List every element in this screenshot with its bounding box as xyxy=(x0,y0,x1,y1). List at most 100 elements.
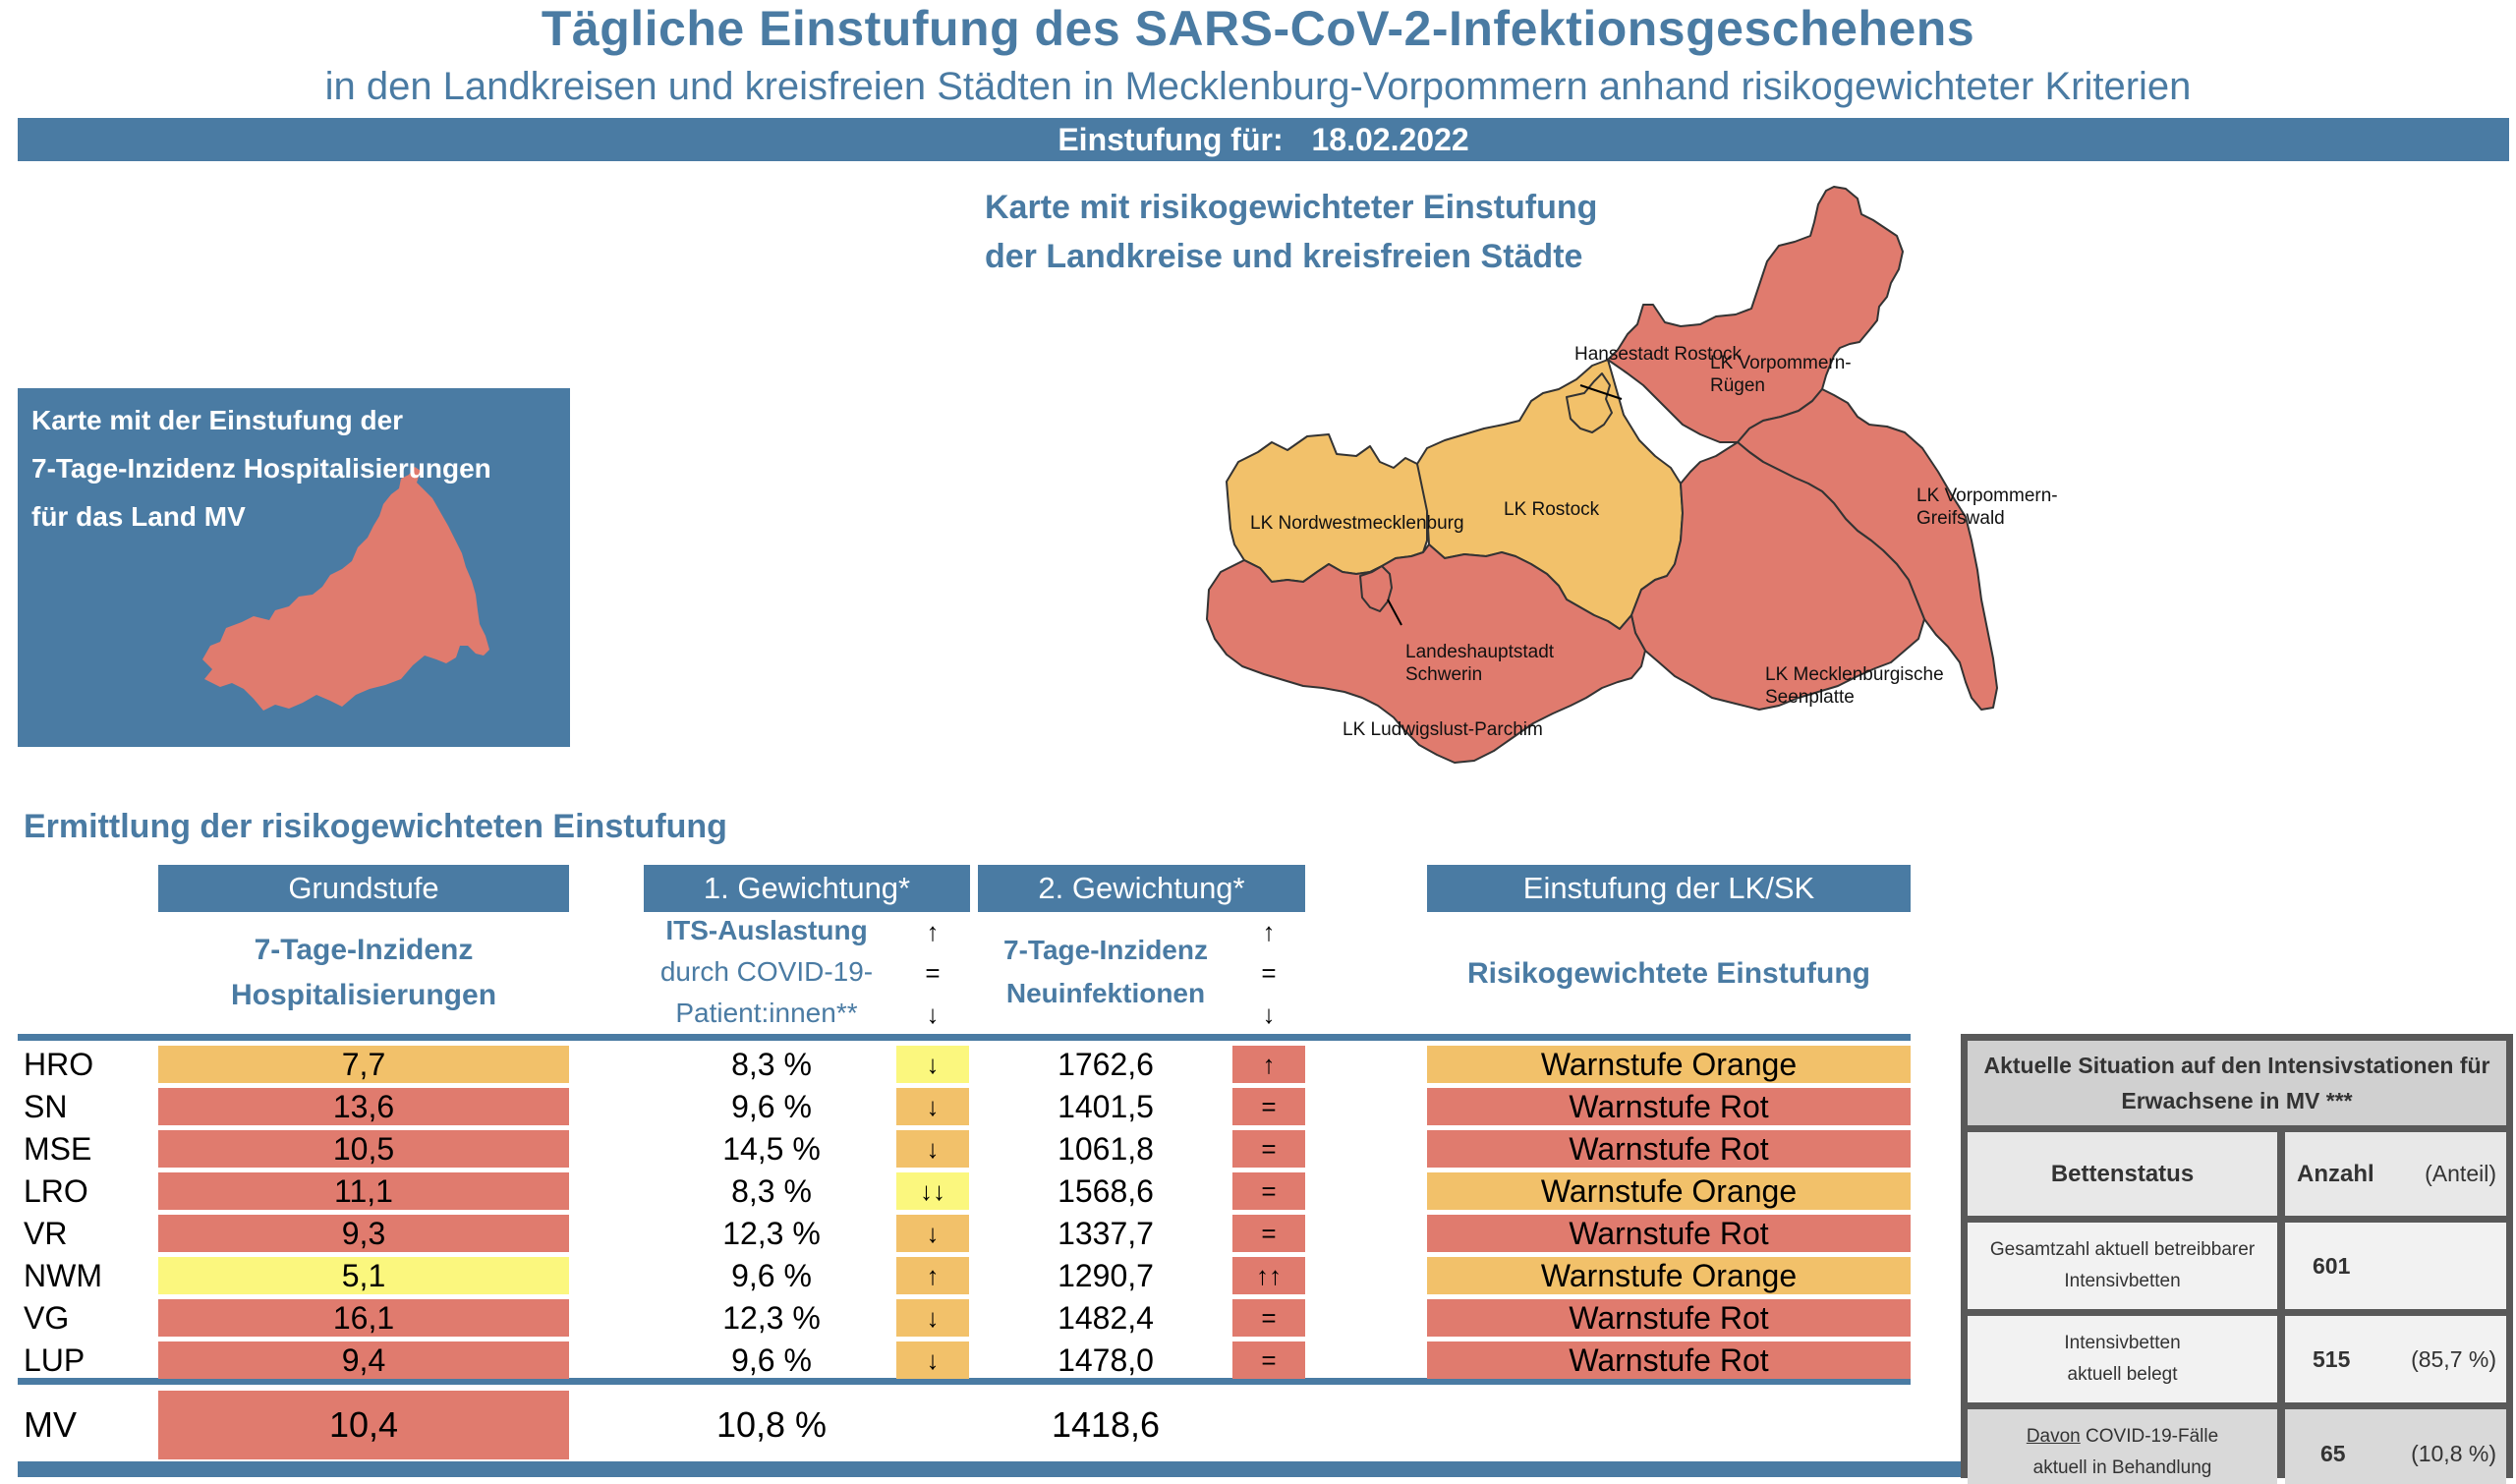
region-vr[interactable] xyxy=(1607,186,1904,443)
icu-panel: Aktuelle Situation auf den Intensivstati… xyxy=(1961,1034,2513,1484)
new-infections-trend-icon: ↑↑ xyxy=(1232,1257,1305,1294)
warning-level-badge: Warnstufe Orange xyxy=(1427,1172,1911,1210)
new-infections-trend-icon: = xyxy=(1232,1215,1305,1252)
new-infections-trend-icon: = xyxy=(1232,1341,1305,1379)
hro-leader-line xyxy=(1579,384,1623,400)
its-utilization-cell: 14,5 % xyxy=(722,1131,821,1167)
icu-row-covid-label: Davon COVID-19-Fälle aktuell in Behandlu… xyxy=(1968,1409,2277,1484)
icu-covid-count: 65 xyxy=(2320,1441,2346,1466)
hosp-incidence-cell: 10,5 xyxy=(158,1130,569,1168)
date-label: Einstufung für: xyxy=(1058,122,1284,157)
label-mse-1: LK Mecklenburgische xyxy=(1765,664,1944,685)
row-label: SN xyxy=(24,1089,68,1124)
its-utilization-cell: 8,3 % xyxy=(731,1047,812,1082)
label-nwm: LK Nordwestmecklenburg xyxy=(1250,513,1464,534)
warning-level-badge: Warnstufe Rot xyxy=(1427,1130,1911,1168)
new-infections-trend-icon: = xyxy=(1232,1172,1305,1210)
region-hro[interactable] xyxy=(1566,372,1613,433)
label-hro: Hansestadt Rostock xyxy=(1574,344,1743,365)
warning-level-badge: Warnstufe Rot xyxy=(1427,1299,1911,1337)
mv-state-map xyxy=(202,467,489,711)
its-trend-icon: ↓ xyxy=(896,1299,969,1337)
its-trend-icon: ↓ xyxy=(896,1130,969,1168)
hosp-title-line: 7-Tage-Inzidenz Hospitalisierungen xyxy=(31,453,491,484)
risk-map-title-line: Karte mit risikogewichteter Einstufung xyxy=(985,189,1598,226)
legend-equal-icon: = xyxy=(1261,958,1277,988)
icu-total-count: 601 xyxy=(2313,1253,2351,1279)
row-label: HRO xyxy=(24,1047,94,1082)
warning-level-badge: Warnstufe Rot xyxy=(1427,1341,1911,1379)
new-infections-trend-icon: = xyxy=(1232,1088,1305,1125)
legend-equal-icon: = xyxy=(925,958,941,988)
new-infections-cell: 1061,8 xyxy=(1058,1131,1154,1167)
icu-label-line: aktuell belegt xyxy=(2067,1364,2178,1385)
table-row: VG 16,1 12,3 % ↓ 1482,4 = Warnstufe Rot xyxy=(0,1299,1926,1337)
subheader-line: 7-Tage-Inzidenz xyxy=(254,934,474,966)
hosp-incidence-cell: 9,4 xyxy=(158,1341,569,1379)
risk-map-title: Karte mit risikogewichteter Einstufung d… xyxy=(985,183,1597,281)
subheader-neuinfektionen: 7-Tage-Inzidenz Neuinfektionen xyxy=(973,929,1238,1015)
icu-label-line: aktuell in Behandlung xyxy=(2032,1457,2212,1478)
icu-col-share: (Anteil) xyxy=(2425,1161,2496,1186)
table-row: SN 13,6 9,6 % ↓ 1401,5 = Warnstufe Rot xyxy=(0,1088,1926,1125)
row-label: NWM xyxy=(24,1258,102,1293)
icu-row-total-values: 601 xyxy=(2285,1223,2506,1309)
header-gewichtung-2: 2. Gewichtung* xyxy=(978,865,1305,912)
icu-title-line: Erwachsene in MV *** xyxy=(2121,1088,2353,1113)
subheader-line: Patient:innen** xyxy=(675,998,858,1028)
new-infections-cell: 1337,7 xyxy=(1058,1216,1154,1251)
new-infections-cell: 1290,7 xyxy=(1058,1258,1154,1293)
new-infections-cell: 1401,5 xyxy=(1058,1089,1154,1124)
table-row: HRO 7,7 8,3 % ↓ 1762,6 ↑ Warnstufe Orange xyxy=(0,1046,1926,1083)
risk-map-title-line: der Landkreise und kreisfreien Städte xyxy=(985,238,1583,275)
icu-col-count-box: Anzahl (Anteil) xyxy=(2285,1132,2506,1216)
icu-col-status: Bettenstatus xyxy=(1968,1132,2277,1216)
label-sn-1: Landeshauptstadt xyxy=(1405,642,1555,662)
table-bottom-rule xyxy=(18,1461,1961,1477)
total-label: MV xyxy=(24,1404,77,1445)
label-mse-2: Seenplatte xyxy=(1765,687,1855,708)
total-row: MV 10,4 10,8 % 1418,6 xyxy=(0,1391,1926,1459)
risk-map: Hansestadt Rostock LK Vorpommern- Rügen … xyxy=(1206,186,2058,764)
its-utilization-cell: 12,3 % xyxy=(722,1300,821,1336)
its-utilization-cell: 12,3 % xyxy=(722,1216,821,1251)
table-top-rule xyxy=(18,1034,1911,1041)
subheader-line: 7-Tage-Inzidenz xyxy=(1003,935,1208,965)
hosp-title-line: für das Land MV xyxy=(31,501,246,532)
legend-down-arrow-icon: ↓ xyxy=(1262,999,1276,1029)
region-sn[interactable] xyxy=(1359,565,1393,612)
section-title: Ermittlung der risikogewichteten Einstuf… xyxy=(24,808,727,845)
icu-occupied-share: (85,7 %) xyxy=(2411,1346,2496,1372)
new-infections-cell: 1478,0 xyxy=(1058,1342,1154,1378)
icu-row-occupied-label: Intensivbetten aktuell belegt xyxy=(1968,1316,2277,1402)
new-infections-cell: 1762,6 xyxy=(1058,1047,1154,1082)
its-utilization-cell: 9,6 % xyxy=(731,1342,812,1378)
label-vr-2: Rügen xyxy=(1710,375,1765,396)
date-bar: Einstufung für: 18.02.2022 xyxy=(18,118,2509,161)
icu-row-covid-values: 65 (10,8 %) xyxy=(2285,1409,2506,1484)
hosp-incidence-cell: 13,6 xyxy=(158,1088,569,1125)
table-row: LRO 11,1 8,3 % ↓↓ 1568,6 = Warnstufe Orange xyxy=(0,1172,1926,1210)
page-subtitle: in den Landkreisen und kreisfreien Städt… xyxy=(324,65,2192,108)
icu-label-line: Intensivbetten xyxy=(2064,1333,2181,1353)
its-trend-icon: ↓ xyxy=(896,1215,969,1252)
its-trend-icon: ↓ xyxy=(896,1088,969,1125)
icu-col-count: Anzahl xyxy=(2297,1161,2374,1187)
new-infections-trend-icon: ↑ xyxy=(1232,1046,1305,1083)
icu-occupied-count: 515 xyxy=(2313,1346,2351,1372)
legend-down-arrow-icon: ↓ xyxy=(926,999,940,1029)
hosp-incidence-cell: 11,1 xyxy=(158,1172,569,1210)
icu-row-total-label: Gesamtzahl aktuell betreibbarer Intensiv… xyxy=(1968,1223,2277,1309)
mv-state-shape xyxy=(202,467,489,711)
icu-title: Aktuelle Situation auf den Intensivstati… xyxy=(1968,1041,2506,1125)
legend-up-arrow-icon: ↑ xyxy=(926,917,940,946)
icu-label-line: Intensivbetten xyxy=(2064,1271,2181,1291)
hospitalization-map-panel: Karte mit der Einstufung der 7-Tage-Inzi… xyxy=(18,388,570,747)
region-lup[interactable] xyxy=(1206,543,1646,764)
total-hosp-value: 10,4 xyxy=(158,1391,569,1459)
its-trend-icon: ↓ xyxy=(896,1046,969,1083)
icu-davon: Davon xyxy=(2026,1426,2081,1447)
label-lup: LK Ludwigslust-Parchim xyxy=(1343,719,1543,740)
row-label: LUP xyxy=(24,1342,86,1378)
new-infections-trend-icon: = xyxy=(1232,1130,1305,1168)
